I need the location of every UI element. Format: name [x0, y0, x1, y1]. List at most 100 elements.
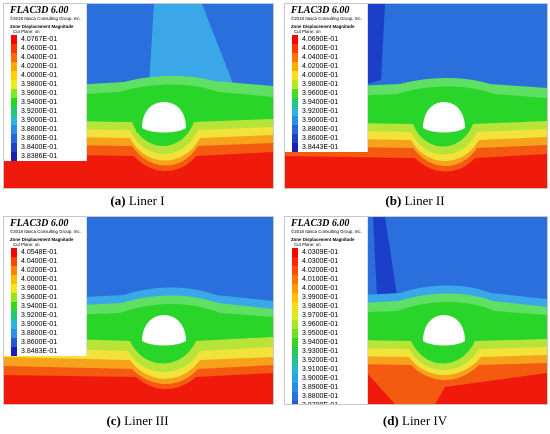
legend-copyright: ©2018 Itasca Consulting Group, Inc.: [10, 16, 81, 21]
legend-value: 3.9300E-01: [302, 348, 339, 355]
tunnel-opening-shape: [423, 315, 465, 346]
legend-swatch: [292, 284, 298, 293]
legend-value: 4.0200E-01: [21, 63, 58, 70]
legend-swatch: [11, 89, 17, 98]
legend-row: 3.9100E-01: [285, 365, 367, 374]
legend-value: 4.0000E-01: [21, 276, 58, 283]
legend-value: 3.9600E-01: [302, 90, 339, 97]
legend-row: 3.8800E-01: [4, 329, 86, 338]
legend-row: 4.0000E-01: [285, 284, 367, 293]
legend-row: 3.8900E-01: [285, 383, 367, 392]
legend-swatch: [11, 329, 17, 338]
legend-value: 3.9700E-01: [302, 312, 339, 319]
legend-value: 4.0000E-01: [302, 72, 339, 79]
legend-row: 3.8483E-01: [4, 347, 86, 356]
legend-value: 3.9000E-01: [21, 117, 58, 124]
legend-value: 3.8483E-01: [21, 348, 58, 355]
legend-swatch: [11, 257, 17, 266]
legend-swatch: [292, 44, 298, 53]
legend-swatch: [11, 35, 17, 44]
legend-swatch: [292, 89, 298, 98]
legend-row: 3.9600E-01: [4, 293, 86, 302]
legend-value: 4.0200E-01: [302, 267, 339, 274]
legend-heading: Zone Displacement Magnitude: [291, 24, 355, 29]
legend-swatch: [292, 302, 298, 311]
legend-swatch: [292, 80, 298, 89]
legend-row: 3.9600E-01: [4, 89, 86, 98]
legend-row: 3.8600E-01: [4, 338, 86, 347]
legend-swatch: [292, 35, 298, 44]
panel-liner-3: FLAC3D 6.00 ©2018 Itasca Consulting Grou…: [3, 216, 274, 405]
legend-row: 4.0200E-01: [285, 62, 367, 71]
legend-row: 3.8800E-01: [285, 392, 367, 401]
legend-swatch: [292, 329, 298, 338]
panel-liner-2: FLAC3D 6.00 ©2018 Itasca Consulting Grou…: [284, 3, 548, 189]
legend-row: 3.9900E-01: [285, 293, 367, 302]
panel-liner-4: FLAC3D 6.00 ©2018 Itasca Consulting Grou…: [284, 216, 548, 405]
legend-row: 4.0000E-01: [4, 275, 86, 284]
legend-value: 4.0600E-01: [21, 45, 58, 52]
panel-liner-1: FLAC3D 6.00 ©2018 Itasca Consulting Grou…: [3, 3, 274, 189]
legend-swatch: [11, 311, 17, 320]
legend-swatch: [292, 338, 298, 347]
legend-value: 3.8600E-01: [21, 339, 58, 346]
legend-value: 4.0767E-01: [21, 36, 58, 43]
legend-swatch: [11, 302, 17, 311]
caption-letter: (b): [385, 193, 402, 208]
caption-text: Liner IV: [398, 413, 448, 428]
legend-value: 3.9000E-01: [302, 375, 339, 382]
legend-swatch: [292, 71, 298, 80]
legend-value: 3.9200E-01: [21, 108, 58, 115]
legend-value: 3.8900E-01: [302, 384, 339, 391]
legend-row: 3.8443E-01: [285, 143, 367, 152]
contour-legend: FLAC3D 6.00 ©2018 Itasca Consulting Grou…: [285, 4, 368, 152]
legend-row: 3.9200E-01: [4, 107, 86, 116]
legend-swatch: [292, 107, 298, 116]
legend-row: 3.9000E-01: [4, 116, 86, 125]
caption-letter: (a): [110, 193, 126, 208]
caption-text: Liner II: [401, 193, 445, 208]
legend-subheading: Cut Plane: on: [294, 242, 321, 247]
legend-subheading: Cut Plane: on: [294, 29, 321, 34]
legend-value: 3.8800E-01: [302, 126, 339, 133]
legend-row: 3.9200E-01: [285, 356, 367, 365]
legend-row: 3.9400E-01: [4, 302, 86, 311]
legend-value: 4.0300E-01: [302, 258, 339, 265]
legend-swatch: [292, 374, 298, 383]
legend-swatch: [292, 53, 298, 62]
caption-liner-3: (c) Liner III: [3, 413, 272, 429]
legend-row: 3.9800E-01: [4, 284, 86, 293]
legend-row: 3.8600E-01: [4, 134, 86, 143]
legend-swatch: [11, 80, 17, 89]
legend-swatch: [292, 320, 298, 329]
legend-swatch: [292, 401, 298, 404]
contour-legend: FLAC3D 6.00 ©2018 Itasca Consulting Grou…: [4, 217, 87, 356]
legend-value: 4.0600E-01: [302, 45, 339, 52]
legend-row: 4.0309E-01: [285, 248, 367, 257]
legend-value: 3.9000E-01: [21, 321, 58, 328]
legend-swatch: [11, 152, 17, 161]
legend-row: 3.9500E-01: [285, 329, 367, 338]
legend-value: 3.9400E-01: [302, 99, 339, 106]
legend-row: 4.0548E-01: [4, 248, 86, 257]
legend-row: 4.0600E-01: [285, 44, 367, 53]
legend-row: 3.9000E-01: [4, 320, 86, 329]
legend-value: 3.8386E-01: [21, 153, 58, 160]
legend-value: 3.9800E-01: [21, 81, 58, 88]
legend-row: 4.0000E-01: [4, 71, 86, 80]
legend-swatch: [11, 347, 17, 356]
legend-value: 4.0400E-01: [302, 54, 339, 61]
legend-row: 3.9400E-01: [4, 98, 86, 107]
legend-rows: 4.0548E-01 4.0400E-01 4.0200E-01 4.0000E-01…: [4, 248, 86, 356]
legend-swatch: [11, 275, 17, 284]
legend-value: 4.0400E-01: [21, 54, 58, 61]
legend-value: 4.0309E-01: [302, 249, 339, 256]
legend-row: 3.9300E-01: [285, 347, 367, 356]
legend-swatch: [11, 107, 17, 116]
legend-value: 3.9400E-01: [21, 303, 58, 310]
legend-value: 3.8443E-01: [302, 144, 339, 151]
legend-swatch: [292, 98, 298, 107]
legend-row: 4.0200E-01: [285, 266, 367, 275]
legend-value: 4.0690E-01: [302, 36, 339, 43]
legend-row: 3.8600E-01: [285, 134, 367, 143]
